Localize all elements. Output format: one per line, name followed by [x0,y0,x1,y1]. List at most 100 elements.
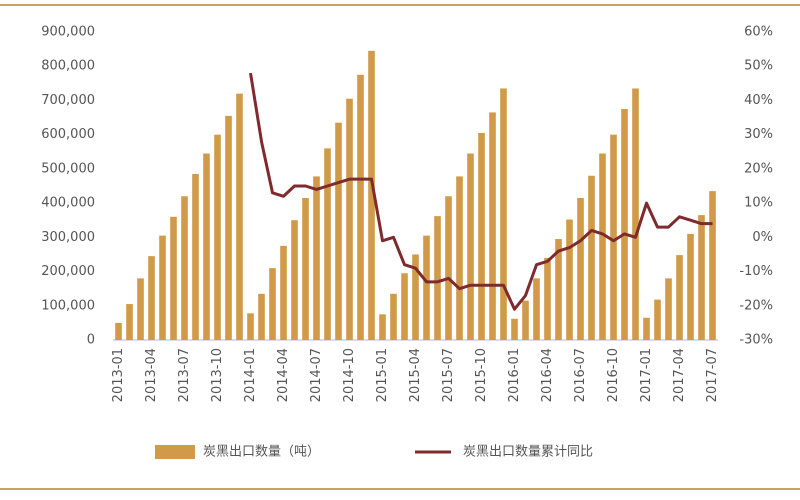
bar [522,300,529,340]
x-tick-label: 2017-04 [672,348,687,402]
bar [709,191,716,340]
bar [566,219,573,340]
x-tick-label: 2013-04 [144,348,159,402]
y-tick-label: 500,000 [41,161,95,176]
bar [555,239,562,340]
x-tick-label: 2014-01 [243,348,258,402]
x-tick-label: 2015-04 [408,348,423,402]
y-tick-label: 600,000 [41,127,95,142]
x-tick-label: 2014-07 [309,348,324,402]
x-tick-label: 2014-10 [342,348,357,402]
y2-tick-label: -10% [739,264,773,279]
bar [533,278,540,340]
bar [577,197,584,340]
bar [478,132,485,340]
bar [247,313,254,340]
x-tick-label: 2017-01 [639,348,654,402]
bar [258,293,265,340]
x-tick-label: 2015-10 [474,348,489,402]
x-tick-label: 2016-04 [540,348,555,402]
x-tick-label: 2015-01 [375,348,390,402]
y2-tick-label: 10% [744,196,773,211]
legend-label: 炭黑出口数量累计同比 [463,445,593,460]
bar [599,153,606,340]
bar [357,74,364,341]
bar [126,304,133,340]
y2-tick-label: -30% [739,333,773,348]
bar [676,255,683,340]
bar [368,50,375,340]
bar [115,322,122,340]
bar [489,112,496,340]
bar [500,88,507,340]
bar [423,235,430,340]
x-tick-label: 2013-01 [111,348,126,402]
bar [445,196,452,340]
x-tick-label: 2016-10 [606,348,621,402]
y-tick-label: 400,000 [41,196,95,211]
bar [324,148,331,340]
bar [159,235,166,340]
y-tick-label: 300,000 [41,230,95,245]
bar [269,268,276,340]
bar [192,174,199,340]
bar [203,153,210,340]
y-tick-label: 900,000 [41,25,95,40]
bar [148,256,155,340]
bar [610,134,617,340]
bar [302,197,309,340]
y2-tick-label: 0% [752,230,773,245]
bar [698,215,705,340]
bar [434,216,441,340]
bar [225,115,232,340]
bar [181,196,188,340]
x-tick-label: 2016-01 [507,348,522,402]
bar [687,233,694,340]
legend-swatch [155,445,195,459]
y2-tick-label: 30% [744,127,773,142]
x-tick-label: 2013-10 [210,348,225,402]
x-tick-label: 2014-04 [276,348,291,402]
bar [511,318,518,340]
bar [632,88,639,340]
bar [456,176,463,340]
x-tick-label: 2013-07 [177,348,192,402]
y-tick-label: 100,000 [41,298,95,313]
bar [544,257,551,340]
bar [665,278,672,340]
y2-tick-label: 20% [744,161,773,176]
bar [654,299,661,340]
y2-tick-label: -20% [739,298,773,313]
bar [280,245,287,340]
x-tick-label: 2015-07 [441,348,456,402]
y-tick-label: 800,000 [41,59,95,74]
bar [335,122,342,340]
bar [170,216,177,340]
y2-tick-label: 50% [744,59,773,74]
bar [401,273,408,340]
y-tick-label: 700,000 [41,93,95,108]
bar [291,220,298,340]
bar [137,278,144,340]
bar [313,176,320,340]
bar [467,153,474,340]
y-tick-label: 200,000 [41,264,95,279]
y-tick-label: 0 [87,333,95,348]
line [249,72,713,311]
bar [379,314,386,340]
bar [412,254,419,340]
bar [390,293,397,340]
bar [346,98,353,340]
legend-label: 炭黑出口数量（吨） [203,445,320,460]
x-tick-label: 2016-07 [573,348,588,402]
y2-tick-label: 40% [744,93,773,108]
bar [621,109,628,340]
bar [643,317,650,340]
y2-tick-label: 60% [744,25,773,40]
bar [214,134,221,340]
bar [588,175,595,340]
bar [236,93,243,340]
x-tick-label: 2017-07 [705,348,720,402]
